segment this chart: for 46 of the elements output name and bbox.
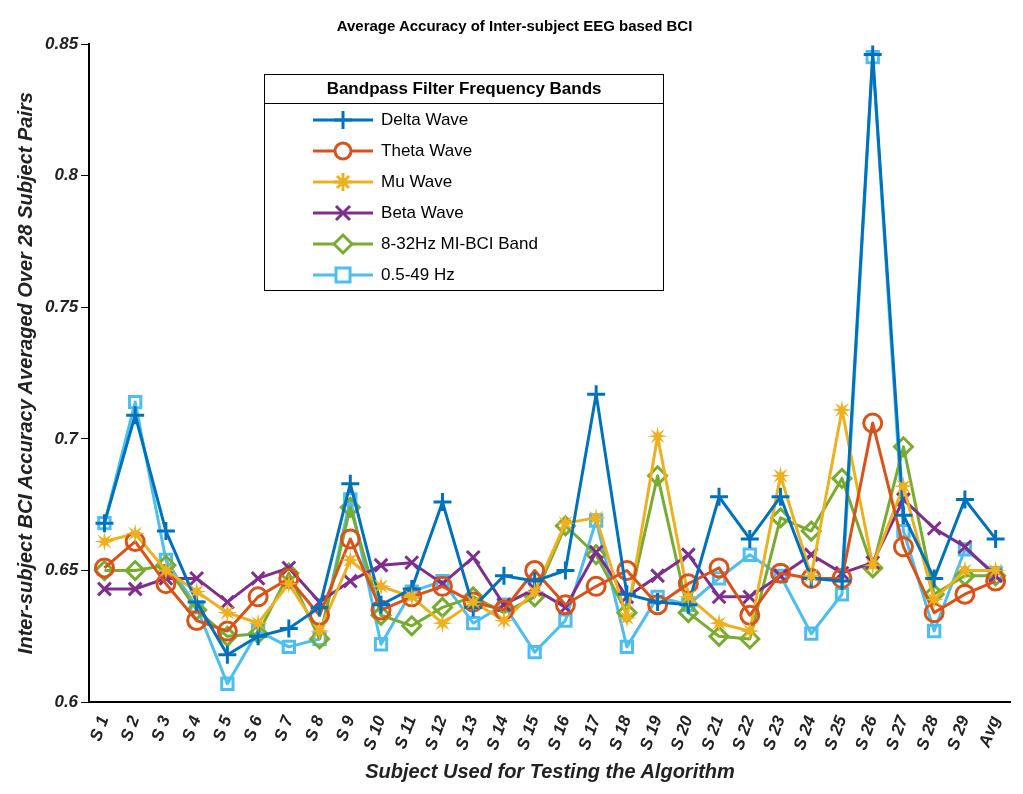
legend-title: Bandpass Filter Frequency Bands [264,74,665,104]
x-tick-label: S 12 [420,712,451,753]
x-tick-label: S 10 [359,712,390,753]
legend-label: Theta Wave [381,140,473,161]
x-tick-label: S 29 [943,712,974,753]
y-tick-label: 0.7 [54,428,80,448]
x-tick-label: S 26 [851,712,882,753]
x-tick-label: S 1 [86,713,113,744]
x-tick-label: S 17 [574,711,605,753]
x-tick-label: S 4 [178,712,205,744]
legend-label: Beta Wave [381,202,464,223]
x-tick-label: S 9 [331,712,359,744]
x-tick-label: S 27 [881,711,913,753]
x-tick-label: S 16 [543,712,574,753]
x-tick-label: S 3 [147,712,175,744]
x-tick-label: S 19 [635,712,666,753]
y-tick-label: 0.6 [54,691,79,711]
x-tick-label: S 20 [666,712,697,753]
x-tick-label: S 7 [270,711,298,744]
y-tick-label: 0.85 [44,33,79,53]
legend-label: Mu Wave [381,171,453,192]
x-tick-label: S 15 [513,712,544,753]
x-tick-label: Avg [974,712,1005,751]
x-tick-label: S 6 [239,712,267,744]
chart-title: Average Accuracy of Inter-subject EEG based BCI [336,17,693,35]
x-tick-label: S 18 [605,712,636,753]
x-tick-label: S 14 [482,712,513,753]
y-tick-label: 0.75 [44,296,79,316]
y-tick-label: 0.65 [44,560,79,580]
x-tick-label: S 8 [301,712,328,744]
legend-label: 0.5-49 Hz [381,264,455,285]
y-tick-label: 0.8 [54,165,79,185]
x-tick-label: S 25 [820,712,851,753]
x-tick-label: S 11 [390,713,420,752]
x-tick-label: S 2 [116,712,144,744]
legend-label: 8-32Hz MI-BCI Band [381,233,538,254]
x-tick-label: S 28 [912,712,943,753]
x-tick-label: S 21 [697,713,728,753]
legend-label: Delta Wave [381,109,469,130]
x-tick-label: S 5 [208,712,236,744]
x-tick-label: S 22 [728,712,759,753]
x-axis-title: Subject Used for Testing the Algorithm [365,759,735,782]
y-axis-title: Inter-subject BCI Accuracy Averaged Over 28 Subject Pairs [13,92,36,655]
x-tick-label: S 23 [758,712,789,753]
x-tick-label: S 24 [789,712,820,753]
x-tick-label: S 13 [451,712,482,753]
